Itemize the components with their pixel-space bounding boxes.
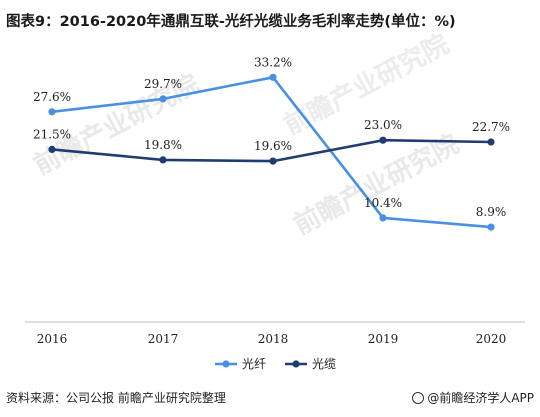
brand-note: @前瞻经济学人APP xyxy=(412,389,534,406)
legend-swatch-marker xyxy=(222,360,230,368)
data-point xyxy=(48,108,56,116)
data-point xyxy=(379,214,387,222)
x-tick-labels: 2016 2017 2018 2019 2020 xyxy=(37,332,507,346)
data-label: 22.7% xyxy=(472,120,510,134)
data-label: 10.4% xyxy=(364,196,402,210)
legend-swatch-marker xyxy=(292,360,300,368)
data-label: 23.0% xyxy=(364,118,402,132)
x-tick-label: 2016 xyxy=(37,332,68,346)
data-label: 27.6% xyxy=(33,90,71,104)
brand-logo-icon xyxy=(412,392,425,404)
brand-note-text: @前瞻经济学人APP xyxy=(427,391,534,405)
data-label: 8.9% xyxy=(476,205,507,219)
data-point xyxy=(269,73,277,81)
chart-title: 图表9：2016-2020年通鼎互联-光纤光缆业务毛利率走势(单位：%) xyxy=(6,14,456,30)
data-point xyxy=(487,138,495,146)
data-point xyxy=(159,156,167,164)
data-label: 29.7% xyxy=(144,77,182,91)
data-point xyxy=(159,95,167,103)
series-layer: 27.6%29.7%33.2%10.4%8.9%21.5%19.8% 19.6%2… xyxy=(33,55,510,231)
series-1: 21.5% 19.8% 19.6% 23.0% 22.7% xyxy=(33,118,510,165)
legend-label: 光纤 xyxy=(242,357,266,371)
data-label: 19.8% xyxy=(144,138,182,152)
legend-item: 光纤 xyxy=(215,357,266,371)
watermark-text: 前瞻产业研究院 xyxy=(289,128,464,241)
legend: 光纤 光缆 xyxy=(215,357,336,371)
x-tick-label: 2019 xyxy=(368,332,399,346)
x-tick-label: 2020 xyxy=(476,332,507,346)
series-0: 27.6% 29.7% 33.2% 10.4% 8.9% xyxy=(33,55,507,231)
data-label: 33.2% xyxy=(254,55,292,69)
data-point xyxy=(48,145,56,153)
data-point xyxy=(487,223,495,231)
legend-item: 光缆 xyxy=(285,357,336,371)
legend-label: 光缆 xyxy=(312,357,336,371)
x-tick-label: 2017 xyxy=(148,332,179,346)
source-note: 资料来源：公司公报 前瞻产业研究院整理 xyxy=(6,391,226,405)
x-tick-label: 2018 xyxy=(258,332,289,346)
data-point xyxy=(269,157,277,165)
data-label: 19.6% xyxy=(254,139,292,153)
data-label: 21.5% xyxy=(33,127,71,141)
data-point xyxy=(379,136,387,144)
